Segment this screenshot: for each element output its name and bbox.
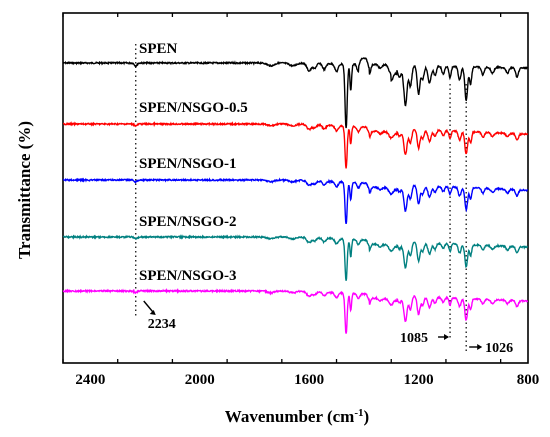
reference-lines xyxy=(135,44,467,352)
arrow-head xyxy=(444,334,450,340)
annotation-2234: 2234 xyxy=(148,317,176,332)
series-label: SPEN/NSGO-0.5 xyxy=(139,100,248,116)
x-tick-label: 2400 xyxy=(75,372,105,388)
series-line xyxy=(62,287,528,334)
series-label: SPEN/NSGO-1 xyxy=(139,156,237,172)
series-line xyxy=(62,234,528,281)
x-tick-label: 2000 xyxy=(185,372,215,388)
arrow-head xyxy=(477,344,483,350)
annotation-1085: 1085 xyxy=(400,331,428,346)
series-line xyxy=(62,177,529,225)
x-tick-label: 1600 xyxy=(294,372,324,388)
x-tick-label: 1200 xyxy=(404,372,434,388)
x-axis-ticks: 2400 2000 1600 1200 800 xyxy=(62,13,540,388)
x-axis-label: Wavenumber (cm-1) xyxy=(225,407,369,426)
series-group xyxy=(62,57,529,334)
annotation-arrow xyxy=(143,300,155,314)
series-labels: SPEN SPEN/NSGO-0.5 SPEN/NSGO-1 SPEN/NSGO-2 S… xyxy=(139,41,248,284)
series-label: SPEN xyxy=(139,41,178,57)
series-line xyxy=(62,57,529,129)
plot-frame xyxy=(62,12,529,364)
annotations: 2234 1085 1026 xyxy=(143,300,513,356)
series-label: SPEN/NSGO-3 xyxy=(139,268,237,284)
y-axis-label: Transmittance (%) xyxy=(15,121,34,259)
series-label: SPEN/NSGO-2 xyxy=(139,214,237,230)
annotation-1026: 1026 xyxy=(485,341,513,356)
series-line xyxy=(63,121,529,169)
arrow-head xyxy=(149,310,156,315)
x-tick-label: 800 xyxy=(517,372,540,388)
